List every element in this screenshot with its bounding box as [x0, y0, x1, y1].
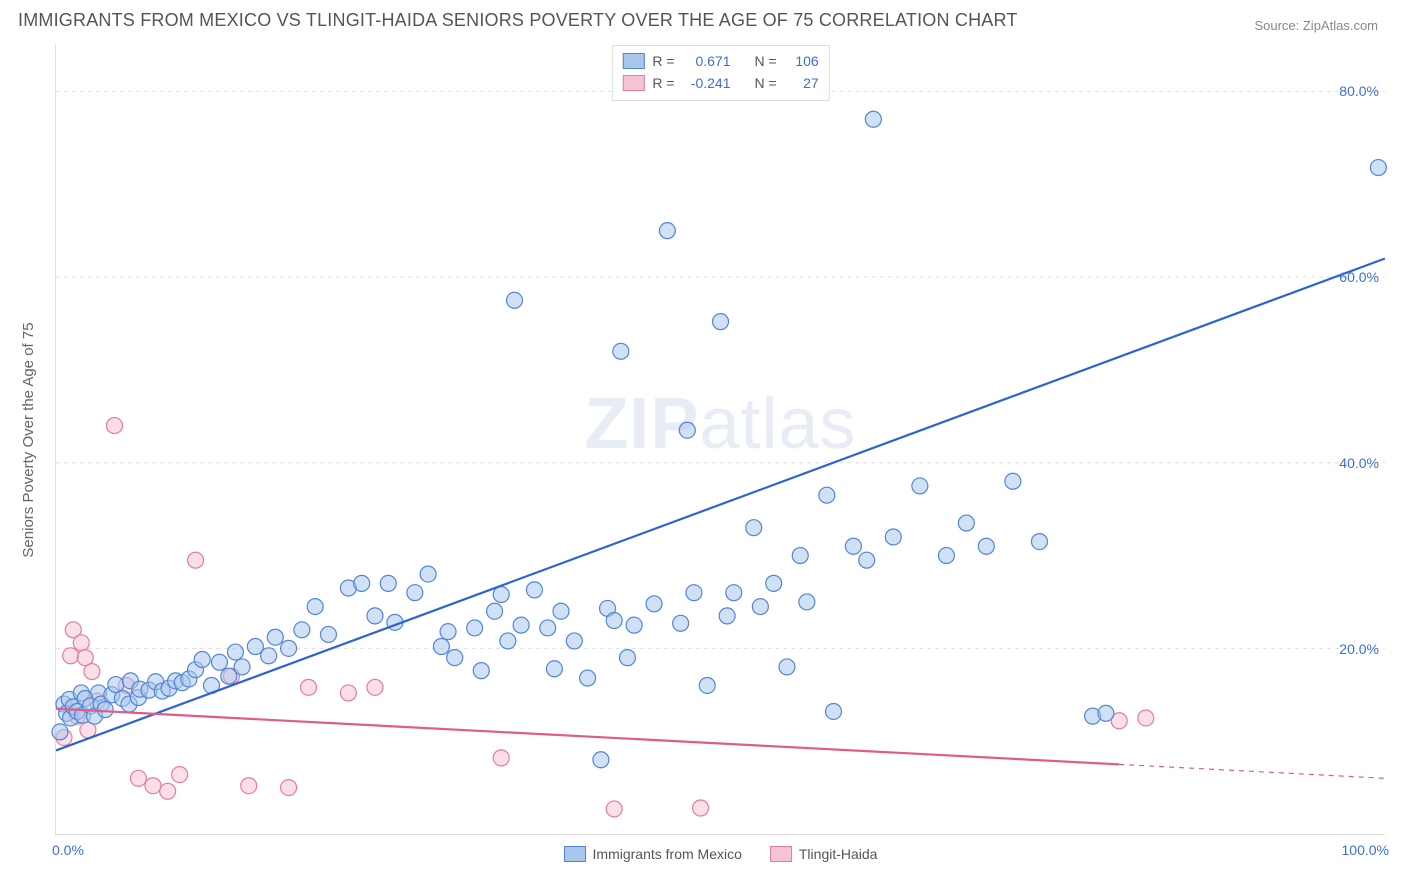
r-value-series1: 0.671	[683, 50, 731, 72]
legend-stats: R = 0.671 N = 106 R = -0.241 N = 27	[611, 45, 829, 101]
source-label: Source: ZipAtlas.com	[1254, 18, 1378, 33]
y-axis-label: Seniors Poverty Over the Age of 75	[20, 322, 37, 557]
plot-area: ZIPatlas 20.0%40.0%60.0%80.0% 0.0% 100.0…	[55, 45, 1385, 835]
r-label: R =	[652, 50, 674, 72]
legend-swatch-series2	[622, 75, 644, 91]
legend-swatch-series2	[770, 846, 792, 862]
legend-swatch-series1	[622, 53, 644, 69]
y-tick-label: 60.0%	[1339, 269, 1379, 285]
chart-title: IMMIGRANTS FROM MEXICO VS TLINGIT-HAIDA …	[18, 10, 1018, 31]
x-tick-left: 0.0%	[52, 842, 84, 858]
y-tick-label: 20.0%	[1339, 641, 1379, 657]
x-tick-right: 100.0%	[1342, 842, 1389, 858]
chart-svg	[56, 45, 1385, 834]
y-tick-label: 40.0%	[1339, 455, 1379, 471]
y-tick-label: 80.0%	[1339, 83, 1379, 99]
n-label: N =	[755, 72, 777, 94]
legend-label-series1: Immigrants from Mexico	[593, 846, 742, 862]
legend-label-series2: Tlingit-Haida	[799, 846, 878, 862]
legend-item: Tlingit-Haida	[770, 846, 878, 862]
legend-item: Immigrants from Mexico	[564, 846, 742, 862]
legend-stats-row: R = 0.671 N = 106	[622, 50, 818, 72]
n-value-series2: 27	[785, 72, 819, 94]
r-label: R =	[652, 72, 674, 94]
legend-stats-row: R = -0.241 N = 27	[622, 72, 818, 94]
n-value-series1: 106	[785, 50, 819, 72]
r-value-series2: -0.241	[683, 72, 731, 94]
legend-swatch-series1	[564, 846, 586, 862]
legend-series: Immigrants from Mexico Tlingit-Haida	[564, 846, 878, 862]
n-label: N =	[755, 50, 777, 72]
